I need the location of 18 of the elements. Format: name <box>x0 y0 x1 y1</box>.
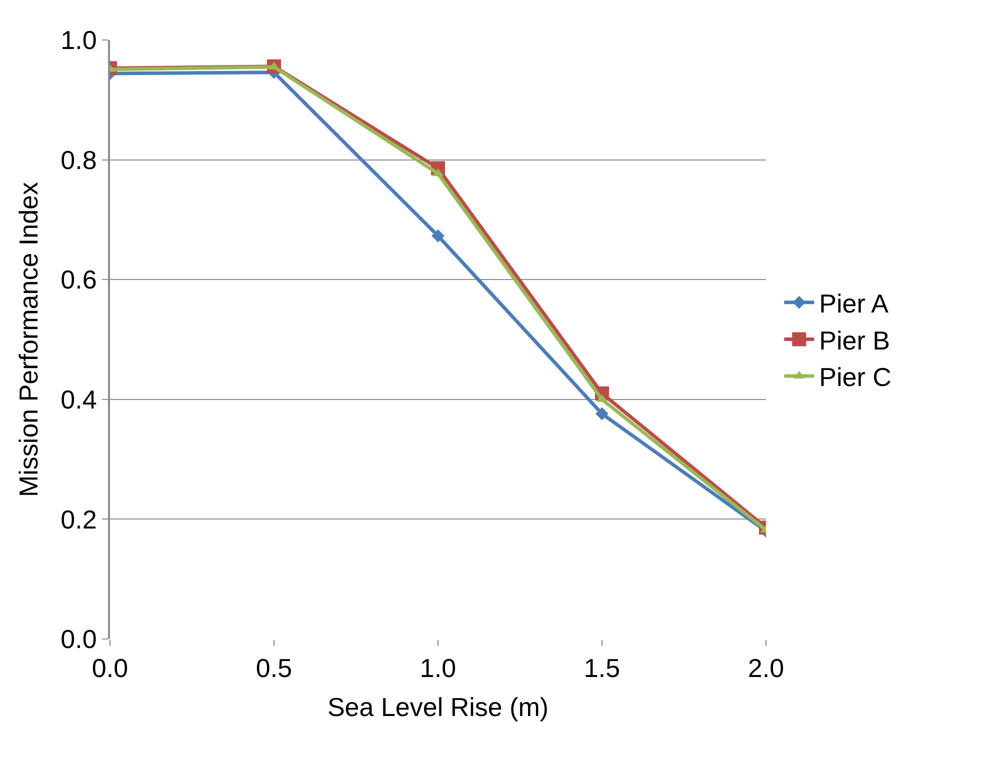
x-tick-label: 0.0 <box>92 653 128 684</box>
y-tick-label: 0.0 <box>60 624 97 654</box>
legend-label: Pier A <box>819 288 890 319</box>
x-tick-label: 1.0 <box>420 653 456 684</box>
y-tick-label: 0.4 <box>60 384 97 414</box>
y-tick-label: 0.8 <box>60 144 97 175</box>
x-tick-label: 2.0 <box>748 653 784 684</box>
y-tick-label: 0.6 <box>60 264 97 295</box>
y-axis-title: Mission Performance Index <box>14 182 44 498</box>
point <box>432 229 444 242</box>
x-tick-label: 1.5 <box>584 653 620 684</box>
point <box>596 407 608 420</box>
legend-label: Pier B <box>819 325 890 356</box>
y-tick-label: 1.0 <box>60 25 97 56</box>
x-axis-title: Sea Level Rise (m) <box>327 692 549 722</box>
x-tick-label: 0.5 <box>256 653 292 684</box>
y-tick-label: 0.2 <box>60 504 97 534</box>
legend-label: Pier C <box>819 362 892 392</box>
